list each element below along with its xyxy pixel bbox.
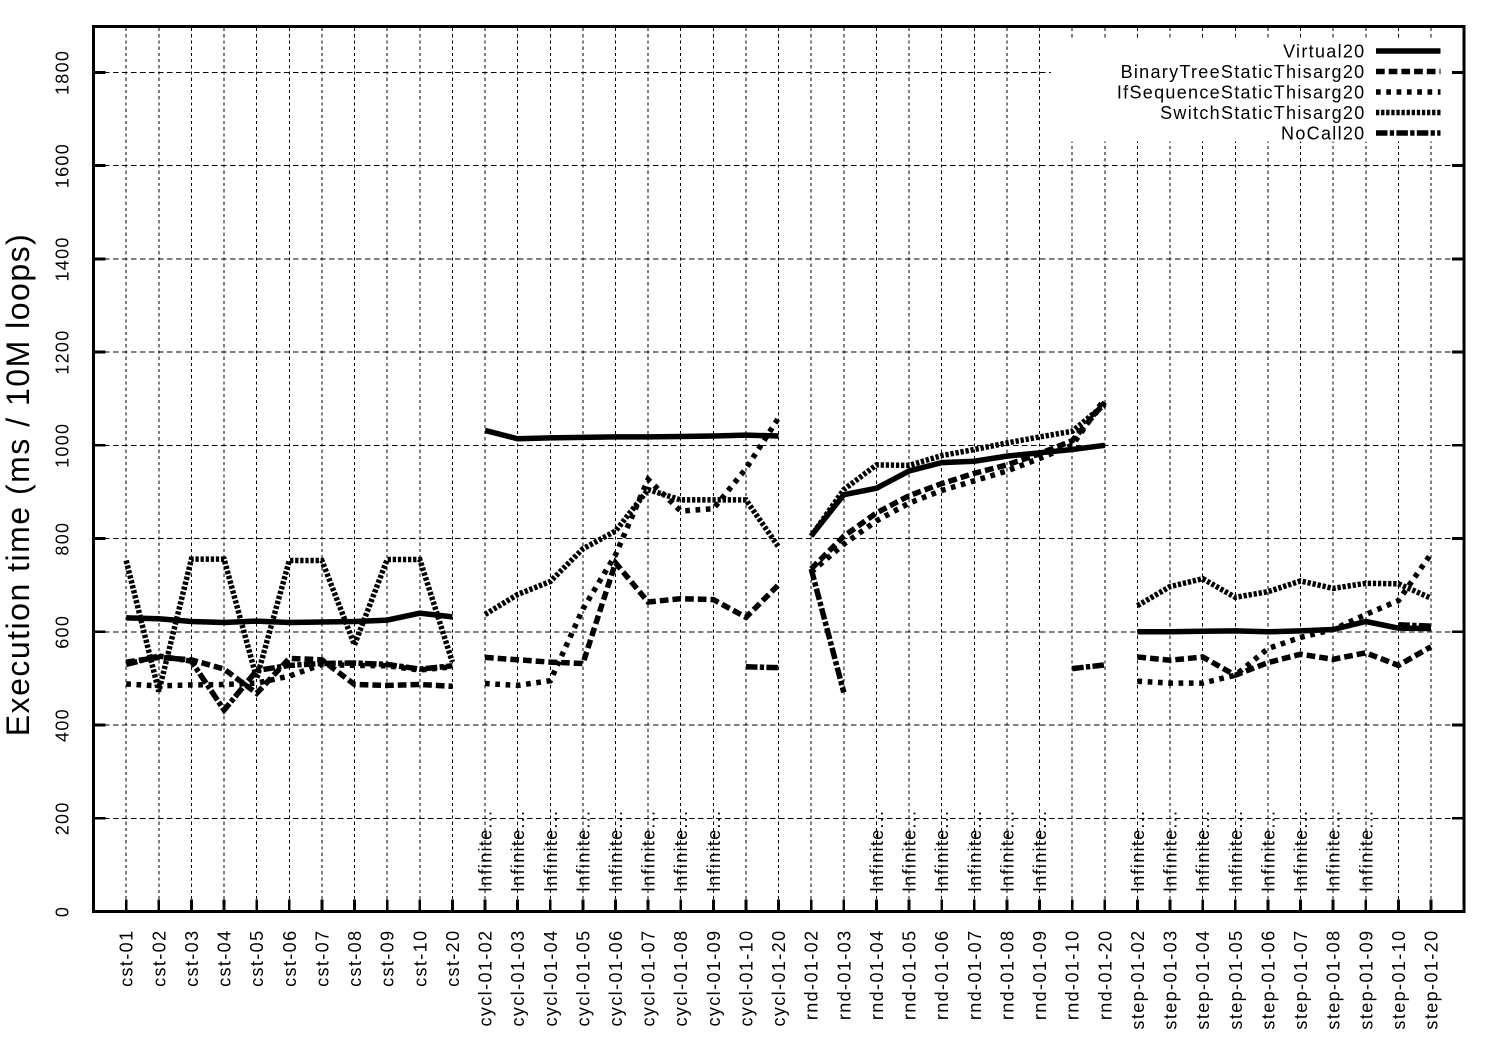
svg-text:Virtual20: Virtual20 xyxy=(1283,41,1365,61)
svg-text:cst-10: cst-10 xyxy=(410,930,430,987)
svg-text:Infinite...: Infinite... xyxy=(932,810,952,892)
svg-text:Infinite...: Infinite... xyxy=(1356,810,1376,892)
svg-text:200: 200 xyxy=(53,801,73,835)
svg-text:cst-02: cst-02 xyxy=(149,930,169,987)
svg-text:Infinite...: Infinite... xyxy=(1128,810,1148,892)
svg-text:1600: 1600 xyxy=(53,143,73,188)
svg-text:step-01-09: step-01-09 xyxy=(1356,930,1376,1030)
svg-text:Infinite...: Infinite... xyxy=(639,810,659,892)
svg-text:Infinite...: Infinite... xyxy=(1324,810,1344,892)
svg-text:cst-05: cst-05 xyxy=(247,930,267,987)
svg-text:cst-09: cst-09 xyxy=(378,930,398,987)
svg-text:Infinite...: Infinite... xyxy=(997,810,1017,892)
svg-text:rnd-01-07: rnd-01-07 xyxy=(965,930,985,1021)
svg-text:Infinite...: Infinite... xyxy=(1161,810,1181,892)
svg-text:cycl-01-20: cycl-01-20 xyxy=(769,930,789,1027)
svg-text:rnd-01-20: rnd-01-20 xyxy=(1095,930,1115,1021)
svg-text:0: 0 xyxy=(53,906,73,917)
svg-text:rnd-01-05: rnd-01-05 xyxy=(900,930,920,1021)
svg-text:cycl-01-05: cycl-01-05 xyxy=(573,930,593,1027)
svg-text:1800: 1800 xyxy=(53,50,73,95)
svg-text:600: 600 xyxy=(53,615,73,649)
svg-text:cycl-01-10: cycl-01-10 xyxy=(737,930,757,1027)
svg-text:1200: 1200 xyxy=(53,329,73,374)
svg-text:Infinite...: Infinite... xyxy=(1258,810,1278,892)
svg-text:Infinite...: Infinite... xyxy=(1193,810,1213,892)
svg-text:cst-06: cst-06 xyxy=(280,930,300,987)
svg-text:cst-04: cst-04 xyxy=(215,930,235,987)
svg-text:1400: 1400 xyxy=(53,236,73,281)
svg-text:1000: 1000 xyxy=(53,423,73,468)
svg-text:rnd-01-04: rnd-01-04 xyxy=(867,930,887,1021)
svg-text:step-01-04: step-01-04 xyxy=(1193,930,1213,1030)
svg-text:step-01-07: step-01-07 xyxy=(1291,930,1311,1030)
svg-text:IfSequenceStaticThisarg20: IfSequenceStaticThisarg20 xyxy=(1117,82,1366,102)
svg-text:cst-01: cst-01 xyxy=(117,930,137,987)
svg-text:Infinite...: Infinite... xyxy=(671,810,691,892)
svg-text:Infinite...: Infinite... xyxy=(900,810,920,892)
svg-text:step-01-02: step-01-02 xyxy=(1128,930,1148,1030)
svg-text:rnd-01-09: rnd-01-09 xyxy=(1030,930,1050,1021)
svg-text:Infinite...: Infinite... xyxy=(965,810,985,892)
svg-text:cst-03: cst-03 xyxy=(182,930,202,987)
svg-text:cycl-01-07: cycl-01-07 xyxy=(639,930,659,1027)
svg-text:rnd-01-03: rnd-01-03 xyxy=(834,930,854,1021)
svg-text:rnd-01-08: rnd-01-08 xyxy=(997,930,1017,1021)
svg-text:cycl-01-04: cycl-01-04 xyxy=(541,930,561,1027)
svg-text:Infinite...: Infinite... xyxy=(476,810,496,892)
svg-text:rnd-01-06: rnd-01-06 xyxy=(932,930,952,1021)
svg-text:NoCall20: NoCall20 xyxy=(1281,123,1365,143)
svg-text:rnd-01-10: rnd-01-10 xyxy=(1063,930,1083,1021)
svg-text:Infinite...: Infinite... xyxy=(508,810,528,892)
svg-text:cst-07: cst-07 xyxy=(312,930,332,987)
svg-text:Infinite...: Infinite... xyxy=(704,810,724,892)
svg-text:Infinite...: Infinite... xyxy=(606,810,626,892)
svg-text:cycl-01-06: cycl-01-06 xyxy=(606,930,626,1027)
svg-text:Infinite...: Infinite... xyxy=(541,810,561,892)
svg-text:Infinite...: Infinite... xyxy=(573,810,593,892)
svg-text:step-01-20: step-01-20 xyxy=(1422,930,1442,1030)
svg-text:Infinite...: Infinite... xyxy=(1030,810,1050,892)
svg-text:Execution time (ms / 10M loops: Execution time (ms / 10M loops) xyxy=(0,233,36,737)
svg-text:step-01-08: step-01-08 xyxy=(1324,930,1344,1030)
svg-text:Infinite...: Infinite... xyxy=(867,810,887,892)
svg-text:step-01-10: step-01-10 xyxy=(1389,930,1409,1030)
svg-text:step-01-05: step-01-05 xyxy=(1226,930,1246,1030)
svg-text:step-01-06: step-01-06 xyxy=(1258,930,1278,1030)
svg-text:BinaryTreeStaticThisarg20: BinaryTreeStaticThisarg20 xyxy=(1121,62,1366,82)
svg-text:rnd-01-02: rnd-01-02 xyxy=(802,930,822,1021)
svg-text:SwitchStaticThisarg20: SwitchStaticThisarg20 xyxy=(1160,103,1365,123)
svg-text:cst-08: cst-08 xyxy=(345,930,365,987)
svg-text:cycl-01-02: cycl-01-02 xyxy=(476,930,496,1027)
svg-text:step-01-03: step-01-03 xyxy=(1161,930,1181,1030)
svg-text:Infinite...: Infinite... xyxy=(1291,810,1311,892)
svg-text:400: 400 xyxy=(53,708,73,742)
svg-text:cycl-01-09: cycl-01-09 xyxy=(704,930,724,1027)
svg-text:cst-20: cst-20 xyxy=(443,930,463,987)
svg-text:800: 800 xyxy=(53,522,73,556)
svg-text:Infinite...: Infinite... xyxy=(1226,810,1246,892)
svg-text:cycl-01-08: cycl-01-08 xyxy=(671,930,691,1027)
svg-text:cycl-01-03: cycl-01-03 xyxy=(508,930,528,1027)
